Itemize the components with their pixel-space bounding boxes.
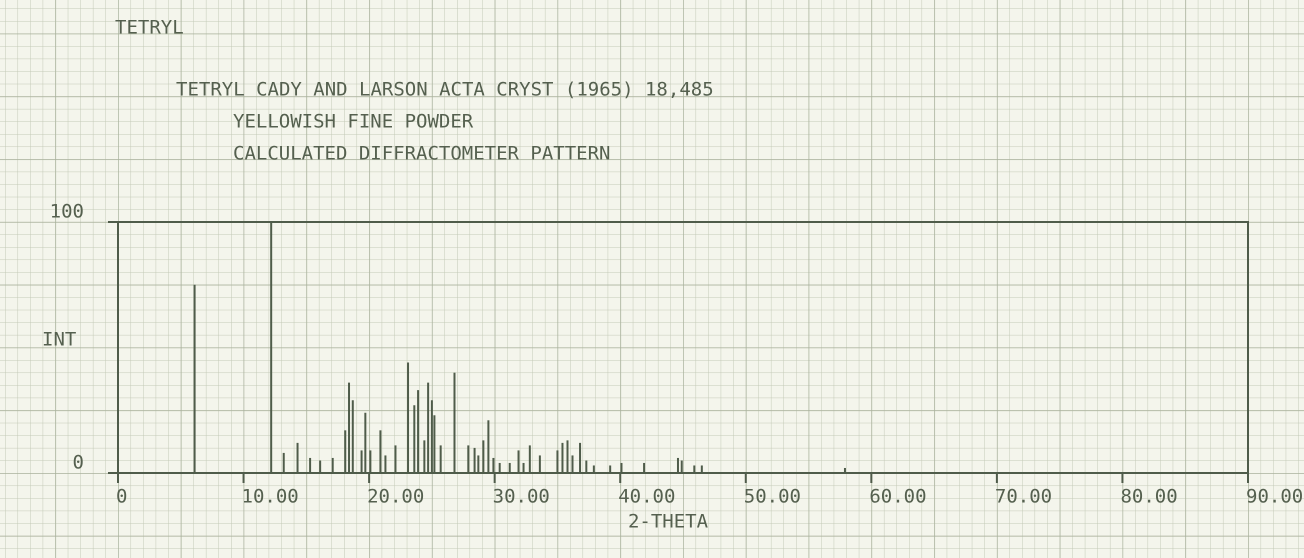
- x-tick-label: 70.00: [995, 486, 1052, 508]
- plot-frame: [117, 221, 1249, 474]
- x-axis-label: 2-THETA: [628, 511, 709, 533]
- x-tick-label: 40.00: [618, 486, 675, 508]
- subtitle: YELLOWISH FINE POWDER: [233, 111, 474, 133]
- x-tick-label: 30.00: [493, 486, 550, 508]
- subtitle: TETRYL CADY AND LARSON ACTA CRYST (1965)…: [176, 79, 714, 101]
- y-tick-label: 0: [73, 452, 84, 474]
- x-tick-label: 50.00: [744, 486, 801, 508]
- chart-title: TETRYL: [115, 17, 184, 39]
- x-tick-label: 20.00: [367, 486, 424, 508]
- x-tick-label: 10.00: [242, 486, 299, 508]
- x-tick-label: 80.00: [1120, 486, 1177, 508]
- subtitle: CALCULATED DIFFRACTOMETER PATTERN: [233, 143, 611, 165]
- y-axis-label: INT: [42, 329, 76, 351]
- y-tick-label: 100: [50, 201, 84, 223]
- x-tick-label: 60.00: [869, 486, 926, 508]
- x-tick-label: 0: [116, 486, 127, 508]
- x-tick-label: 90.00: [1246, 486, 1303, 508]
